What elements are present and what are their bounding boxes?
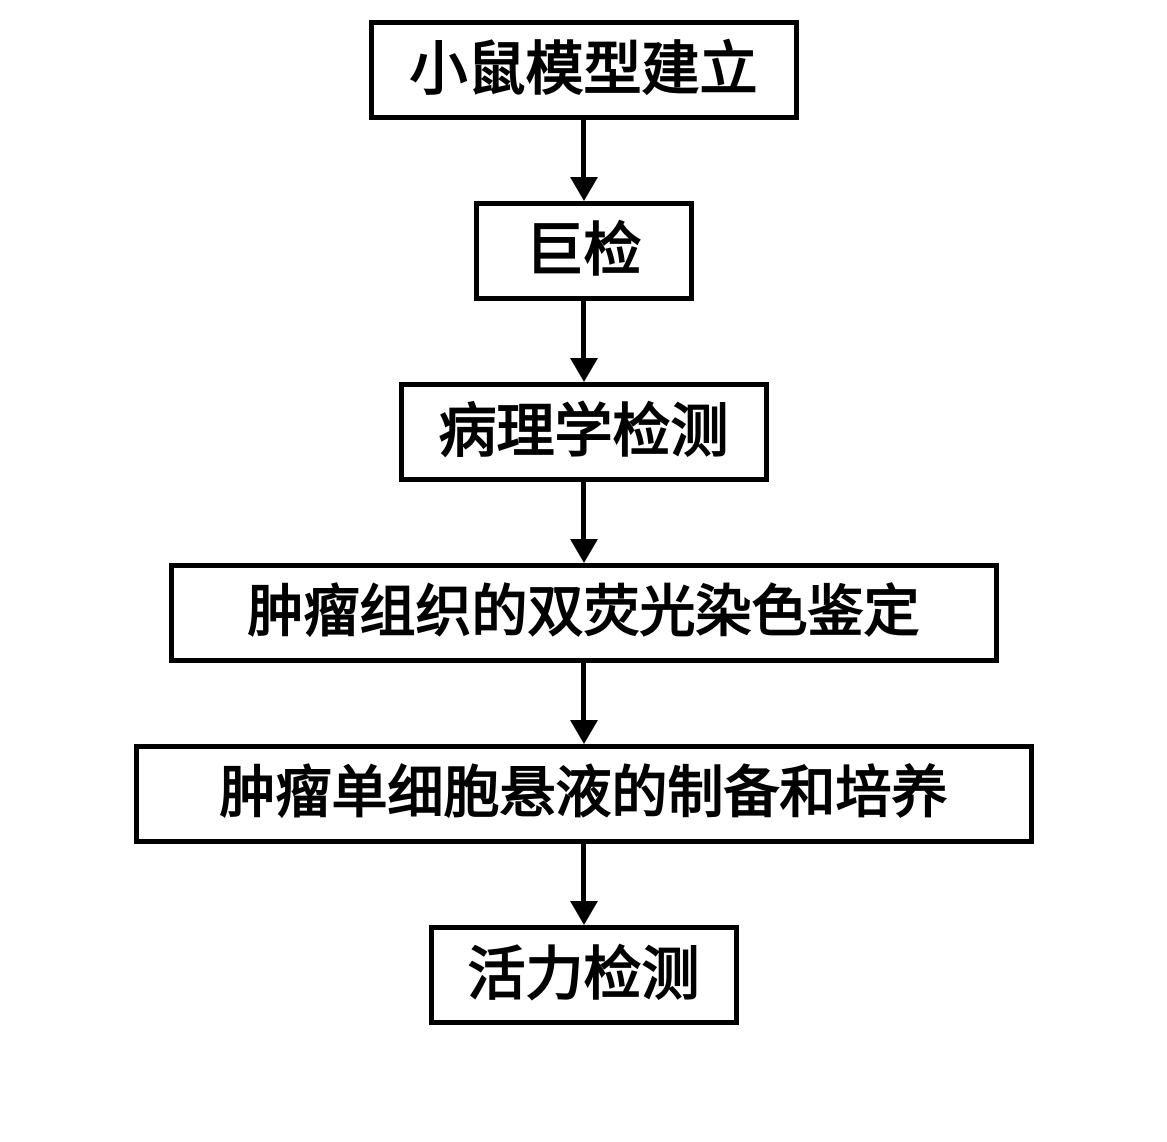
flowchart-node-3: 病理学检测 (399, 382, 769, 482)
flowchart-node-4: 肿瘤组织的双荧光染色鉴定 (169, 563, 999, 663)
flowchart-node-1: 小鼠模型建立 (369, 20, 799, 120)
node-label: 病理学检测 (438, 403, 728, 461)
node-label: 肿瘤组织的双荧光染色鉴定 (248, 585, 920, 641)
arrow-line (581, 663, 586, 721)
flowchart-node-6: 活力检测 (429, 925, 739, 1025)
arrow-head-icon (570, 177, 598, 201)
flowchart-arrow (570, 482, 598, 563)
flowchart-arrow (570, 301, 598, 382)
arrow-line (581, 120, 586, 178)
arrow-head-icon (570, 901, 598, 925)
arrow-line (581, 482, 586, 540)
node-label: 小鼠模型建立 (409, 41, 757, 99)
flowchart-arrow (570, 663, 598, 744)
arrow-line (581, 844, 586, 902)
arrow-line (581, 301, 586, 359)
node-label: 肿瘤单细胞悬液的制备和培养 (220, 766, 948, 822)
flowchart-arrow (570, 120, 598, 201)
node-label: 活力检测 (467, 946, 699, 1004)
flowchart-arrow (570, 844, 598, 925)
arrow-head-icon (570, 358, 598, 382)
arrow-head-icon (570, 539, 598, 563)
flowchart-container: 小鼠模型建立 巨检 病理学检测 肿瘤组织的双荧光染色鉴定 肿瘤单细胞悬液的制备和… (134, 20, 1034, 1025)
arrow-head-icon (570, 720, 598, 744)
node-label: 巨检 (525, 222, 641, 280)
flowchart-node-2: 巨检 (474, 201, 694, 301)
flowchart-node-5: 肿瘤单细胞悬液的制备和培养 (134, 744, 1034, 844)
